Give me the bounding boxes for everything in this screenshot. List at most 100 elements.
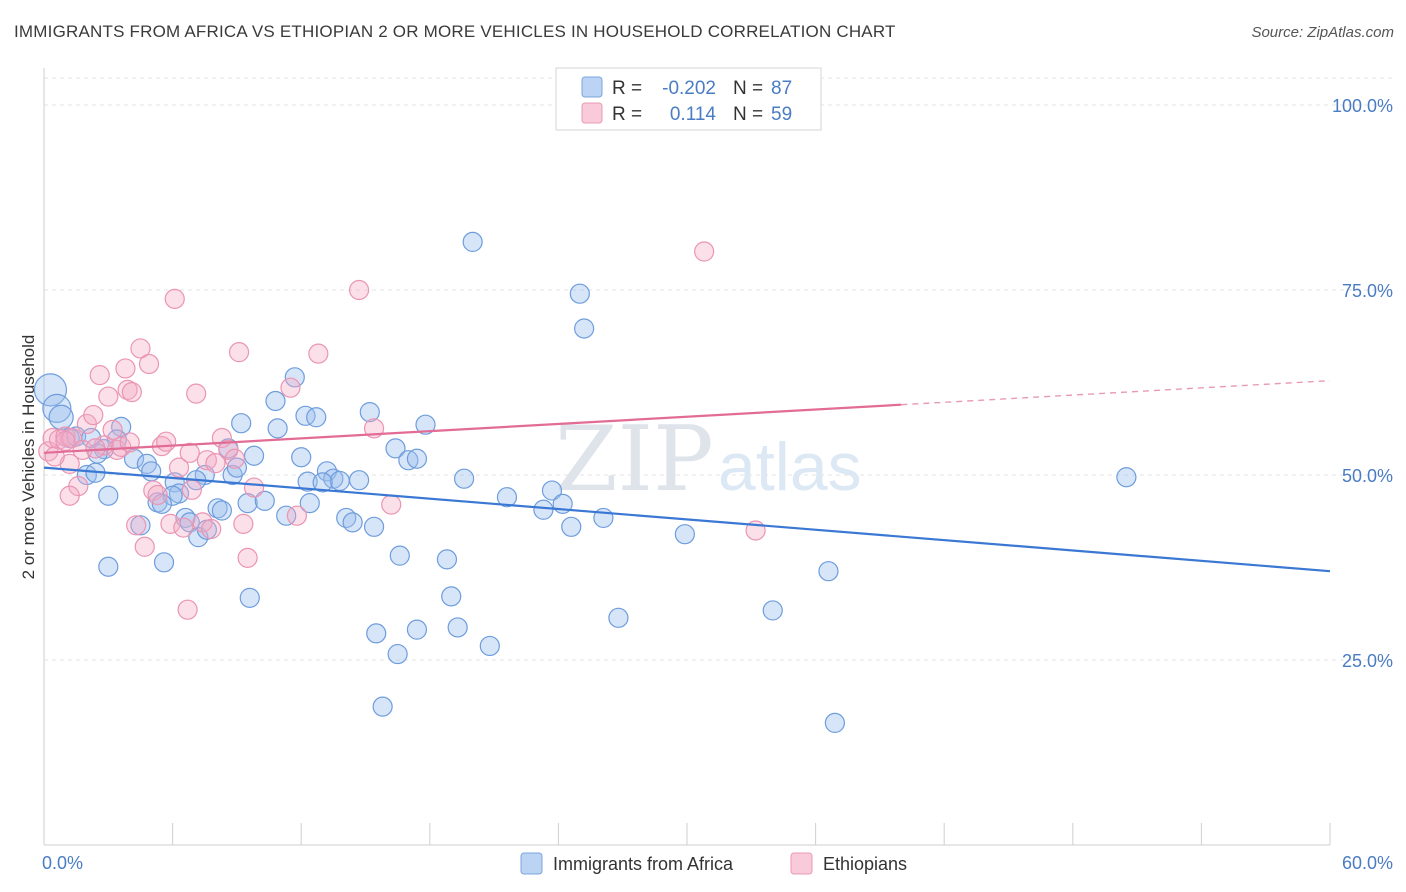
africa-point-52: [406, 448, 428, 469]
africa-point-54: [436, 549, 458, 570]
y-tick-label-2: 50.0%: [1342, 466, 1393, 486]
ethiopians-point-17: [115, 358, 136, 379]
africa-point-80: [297, 471, 318, 492]
africa-point-74: [98, 556, 119, 577]
africa-point-51: [398, 450, 419, 471]
africa-point-53: [415, 414, 436, 435]
ethiopians-point-43: [233, 513, 254, 534]
ethiopians-point-22: [134, 536, 155, 557]
africa-point-62: [541, 480, 563, 501]
africa-point-37: [291, 447, 312, 468]
ethiopians-point-55: [85, 438, 106, 459]
legend-n-label-africa: N =: [733, 78, 763, 99]
africa-point-47: [359, 402, 380, 423]
africa-point-76: [372, 696, 393, 717]
ethiopians-point-21: [130, 338, 151, 359]
ethiopians-point-28: [160, 513, 181, 534]
ethiopians-point-29: [164, 288, 185, 309]
x-ticks: [43, 823, 1331, 845]
africa-point-68: [608, 607, 629, 628]
africa-point-8: [98, 485, 119, 506]
africa-point-46: [348, 470, 370, 491]
bottom-legend-label-ethiopians: Ethiopians: [823, 854, 907, 874]
grid-lines: [44, 77, 1393, 661]
trend-line-ethiopians: [43, 403, 902, 454]
africa-point-34: [267, 418, 288, 439]
ethiopians-point-52: [694, 241, 715, 262]
africa-point-50: [389, 545, 410, 566]
africa-point-39: [299, 493, 320, 514]
ethiopians-point-25: [147, 484, 168, 506]
legend-r-value-ethiopians: 0.114: [670, 104, 717, 125]
ethiopians-point-20: [126, 515, 147, 536]
africa-point-73: [1116, 467, 1137, 488]
y-tick-label-1: 75.0%: [1342, 281, 1393, 301]
africa-point-66: [574, 318, 595, 339]
ethiopians-point-45: [243, 477, 265, 498]
legend-n-value-africa: 87: [771, 78, 792, 99]
africa-point-65: [569, 283, 590, 304]
trend-line-ethiopians-extension: [901, 379, 1331, 406]
watermark-zip: ZIP: [555, 407, 714, 512]
legend-r-value-africa: -0.202: [662, 78, 716, 99]
africa-point-31: [243, 445, 265, 466]
africa-point-86: [211, 500, 232, 521]
ethiopians-point-58: [55, 430, 76, 452]
africa-point-75: [239, 587, 260, 608]
africa-point-32: [254, 490, 275, 511]
africa-point-2: [48, 404, 74, 430]
y-tick-label-3: 25.0%: [1342, 651, 1393, 671]
watermark-atlas: atlas: [718, 429, 862, 505]
ethiopians-point-47: [286, 505, 308, 526]
correlation-legend: R = -0.202 N = 87 R = 0.114 N = 59: [555, 67, 822, 131]
africa-point-0: [33, 373, 68, 407]
ethiopians-point-13: [98, 386, 119, 407]
africa-point-12: [123, 448, 145, 469]
africa-point-29: [231, 413, 252, 434]
africa-point-71: [818, 561, 839, 582]
ethiopians-point-48: [308, 343, 329, 364]
africa-point-48: [363, 516, 385, 537]
series-legend: Immigrants from Africa Ethiopians: [520, 852, 907, 875]
legend-r-label-ethiopians: R =: [612, 104, 642, 125]
ethiopians-point-49: [348, 279, 370, 301]
africa-point-79: [406, 619, 428, 640]
africa-point-40: [306, 407, 327, 428]
africa-point-21: [153, 552, 175, 573]
africa-point-72: [824, 712, 845, 734]
africa-point-43: [329, 470, 350, 492]
ethiopians-point-19: [121, 382, 142, 403]
chart-title: IMMIGRANTS FROM AFRICA VS ETHIOPIAN 2 OR…: [14, 22, 896, 41]
africa-point-33: [265, 390, 286, 412]
ethiopians-point-30: [168, 457, 190, 478]
ethiopians-point-57: [179, 442, 200, 463]
ethiopians-point-32: [177, 599, 198, 620]
africa-point-55: [441, 586, 462, 607]
africa-point-64: [561, 516, 582, 537]
bottom-legend-swatch-ethiopians: [790, 852, 813, 875]
ethiopians-point-14: [102, 419, 123, 440]
africa-point-81: [162, 485, 183, 506]
x-tick-label-max: 60.0%: [1342, 853, 1393, 873]
ethiopians-point-3: [55, 426, 76, 447]
africa-point-14: [141, 461, 162, 482]
ethiopians-point-27: [156, 431, 177, 452]
y-tick-labels: 100.0% 75.0% 50.0% 25.0%: [1332, 96, 1393, 671]
trend-lines: [43, 379, 1331, 573]
africa-point-59: [479, 635, 500, 657]
trend-line-africa: [43, 466, 1331, 573]
ethiopians-point-42: [228, 342, 250, 363]
legend-r-label-africa: R =: [612, 78, 642, 99]
legend-swatch-ethiopians: [581, 102, 603, 124]
ethiopians-point-51: [381, 494, 402, 515]
africa-point-57: [447, 617, 468, 638]
africa-point-69: [674, 524, 695, 545]
ethiopians-point-38: [205, 453, 226, 474]
africa-point-60: [496, 487, 518, 508]
source-label: Source: ZipAtlas.com: [1251, 24, 1394, 41]
africa-point-35: [276, 505, 297, 526]
y-tick-label-0: 100.0%: [1332, 96, 1393, 116]
x-tick-label-min: 0.0%: [42, 853, 83, 873]
y-axis-label: 2 or more Vehicles in Household: [19, 335, 38, 580]
